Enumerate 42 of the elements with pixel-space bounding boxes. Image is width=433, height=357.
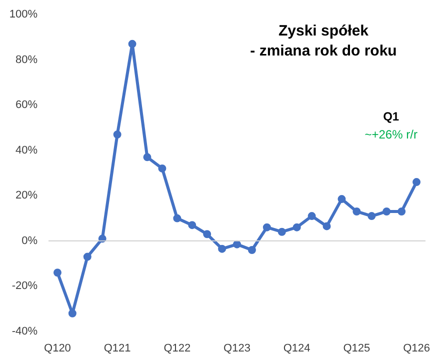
point: [322, 222, 331, 230]
point: [352, 208, 361, 216]
x-tick-label: Q120: [44, 342, 71, 354]
point: [173, 214, 182, 222]
point: [412, 178, 421, 186]
point: [203, 230, 212, 238]
y-tick-label: 60%: [15, 99, 38, 112]
point: [158, 164, 166, 172]
point: [128, 40, 136, 48]
x-tick-label: Q126: [403, 342, 430, 354]
point: [68, 309, 76, 318]
y-tick-label: -20%: [12, 280, 38, 292]
x-tick-label: Q125: [343, 342, 370, 354]
point: [262, 223, 271, 232]
point: [368, 212, 376, 220]
point: [248, 246, 256, 254]
point: [113, 130, 122, 138]
y-tick-label: -40%: [12, 326, 38, 338]
x-tick-label: Q123: [224, 342, 250, 354]
y-tick-label: 100%: [9, 8, 38, 20]
point: [233, 240, 241, 248]
point: [53, 268, 62, 277]
y-tick-label: 20%: [15, 190, 38, 202]
text: Zyski spółek - zmiana rok do roku: [250, 22, 397, 60]
point: [278, 228, 286, 236]
point: [188, 221, 196, 230]
x-tick-label: Q124: [283, 342, 310, 354]
annotation: Q1: [383, 110, 400, 124]
annotation: ~+26% r/r: [364, 128, 418, 142]
y-tick-label: 80%: [15, 54, 38, 66]
point: [398, 208, 406, 216]
point: [143, 153, 152, 162]
y-tick-label: 0%: [22, 234, 38, 247]
point: [83, 252, 92, 261]
point: [382, 208, 391, 216]
x-tick-label: Q122: [164, 342, 191, 354]
x-tick-label: Q121: [104, 342, 131, 354]
point: [218, 244, 226, 253]
point: [338, 195, 346, 204]
point: [308, 212, 316, 220]
point: [292, 223, 301, 232]
y-tick-label: 40%: [15, 144, 38, 156]
